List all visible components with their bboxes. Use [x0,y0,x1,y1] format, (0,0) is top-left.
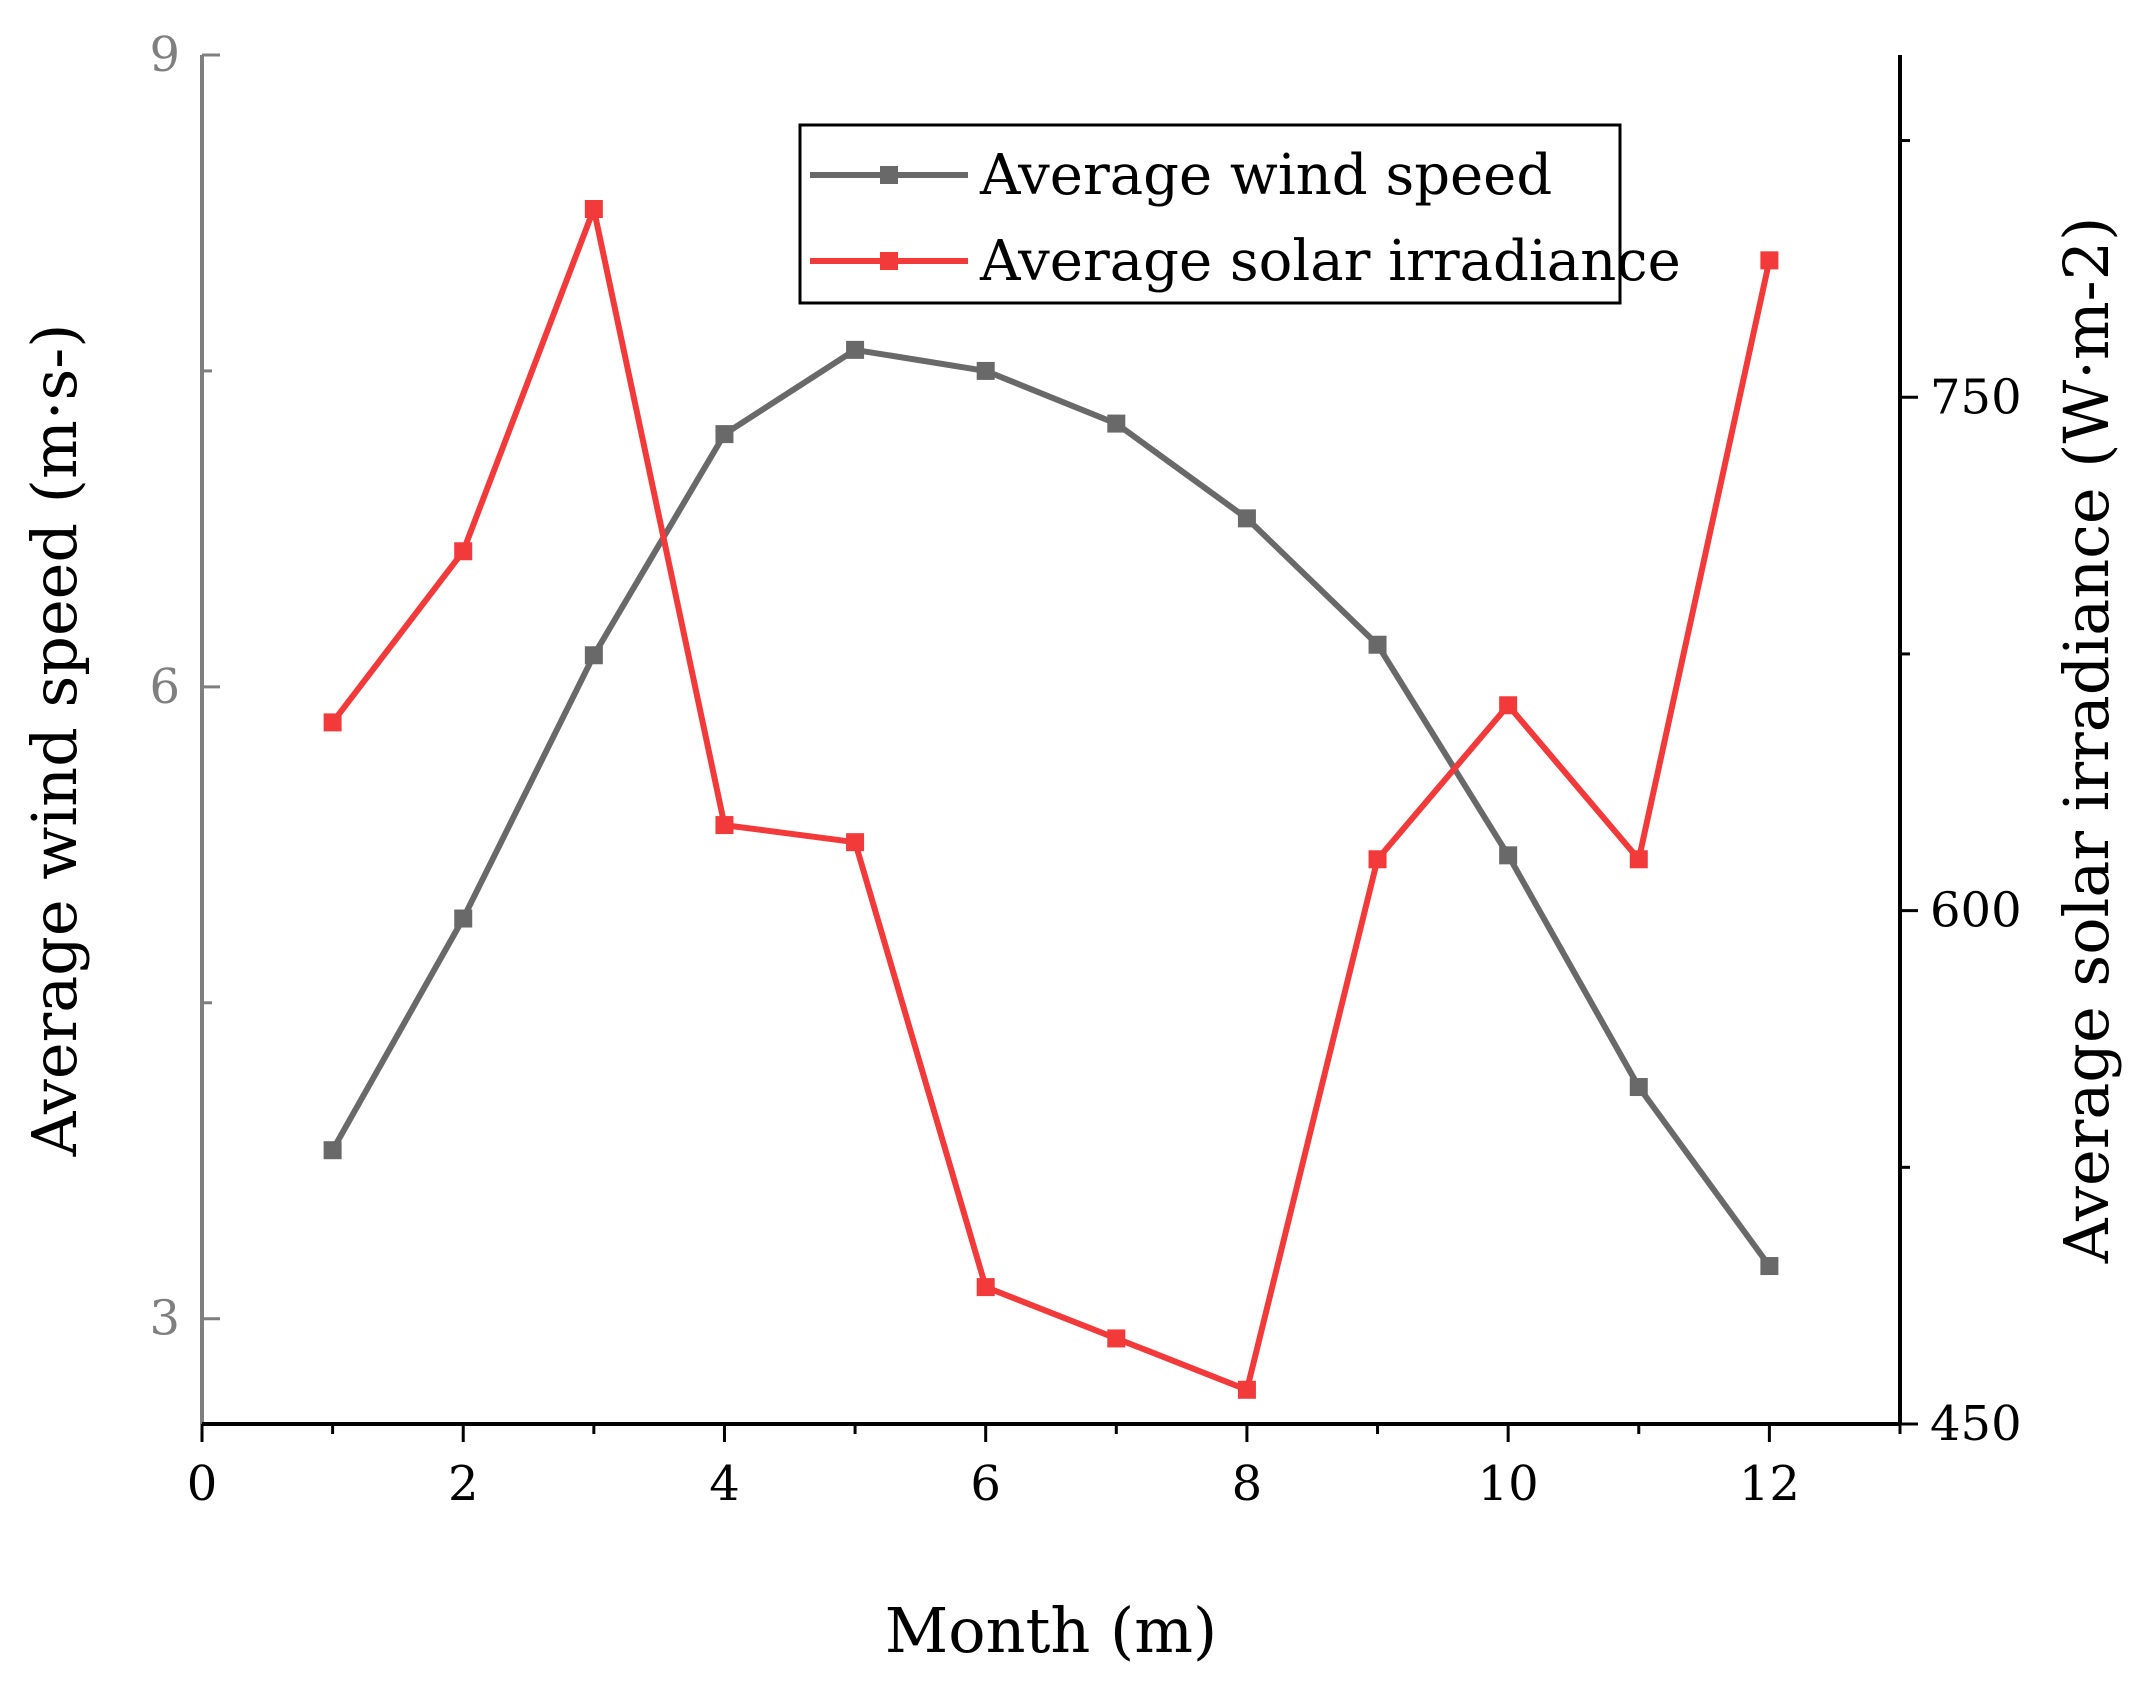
data-point [1760,1257,1779,1276]
legend-items: Average wind speed Average solar irradian… [810,143,1681,294]
bottom-tick-label: 0 [187,1456,218,1512]
data-point [1237,1380,1256,1399]
bottom-tick-label: 6 [970,1456,1001,1512]
plot-frame [200,55,1902,1426]
data-point [1368,635,1387,654]
data-point [1237,509,1256,528]
x-axis-title: Month (m) [885,1594,1217,1667]
bottom-tick-label: 2 [448,1456,479,1512]
series-layer [323,200,1779,1399]
left-axis-title: Average wind speed (m·s-) [18,324,91,1158]
bottom-tick-label: 12 [1739,1456,1800,1512]
data-point [846,833,865,852]
left-axis-ticks: 3 6 9 [149,27,220,1347]
data-point [715,425,734,444]
data-point [1629,1078,1648,1097]
data-point [584,646,603,665]
left-tick-label: 3 [149,1291,180,1347]
data-point [846,340,865,359]
legend-swatch-marker [880,252,898,270]
legend-label: Average wind speed [979,143,1552,208]
left-tick-label: 6 [149,659,180,715]
legend-label: Average solar irradiance [979,229,1681,294]
legend: Average wind speed Average solar irradian… [798,123,1681,305]
data-point [454,542,473,561]
bottom-tick-label: 8 [1232,1456,1263,1512]
right-tick-label: 600 [1930,883,2022,939]
data-point [1368,850,1387,869]
data-point [323,713,342,732]
bottom-axis-ticks: 0 2 4 6 8 10 12 [187,1424,1902,1512]
legend-box [798,123,1622,305]
data-point [1107,1329,1126,1348]
data-point [454,909,473,928]
data-point [715,816,734,835]
data-point [1499,846,1518,865]
legend-swatch-marker [880,166,898,184]
series-line [329,346,1772,1268]
right-axis-title: Average solar irradiance (W·m-2) [2050,217,2123,1265]
bottom-tick-label: 10 [1478,1456,1539,1512]
bottom-tick-label: 4 [709,1456,740,1512]
data-point [976,361,995,380]
series-line [330,206,1773,1393]
data-point [323,1141,342,1160]
data-point [976,1278,995,1297]
data-point [1499,696,1518,715]
data-point [1629,850,1648,869]
left-tick-label: 9 [149,27,180,83]
data-point [1107,414,1126,433]
right-tick-label: 450 [1930,1396,2022,1452]
data-point [1760,251,1779,270]
data-point [584,200,603,219]
right-axis-ticks: 450 600 750 [1900,139,2022,1452]
series-2 [323,200,1779,1399]
right-tick-label: 750 [1930,369,2022,425]
series-1 [323,340,1779,1276]
